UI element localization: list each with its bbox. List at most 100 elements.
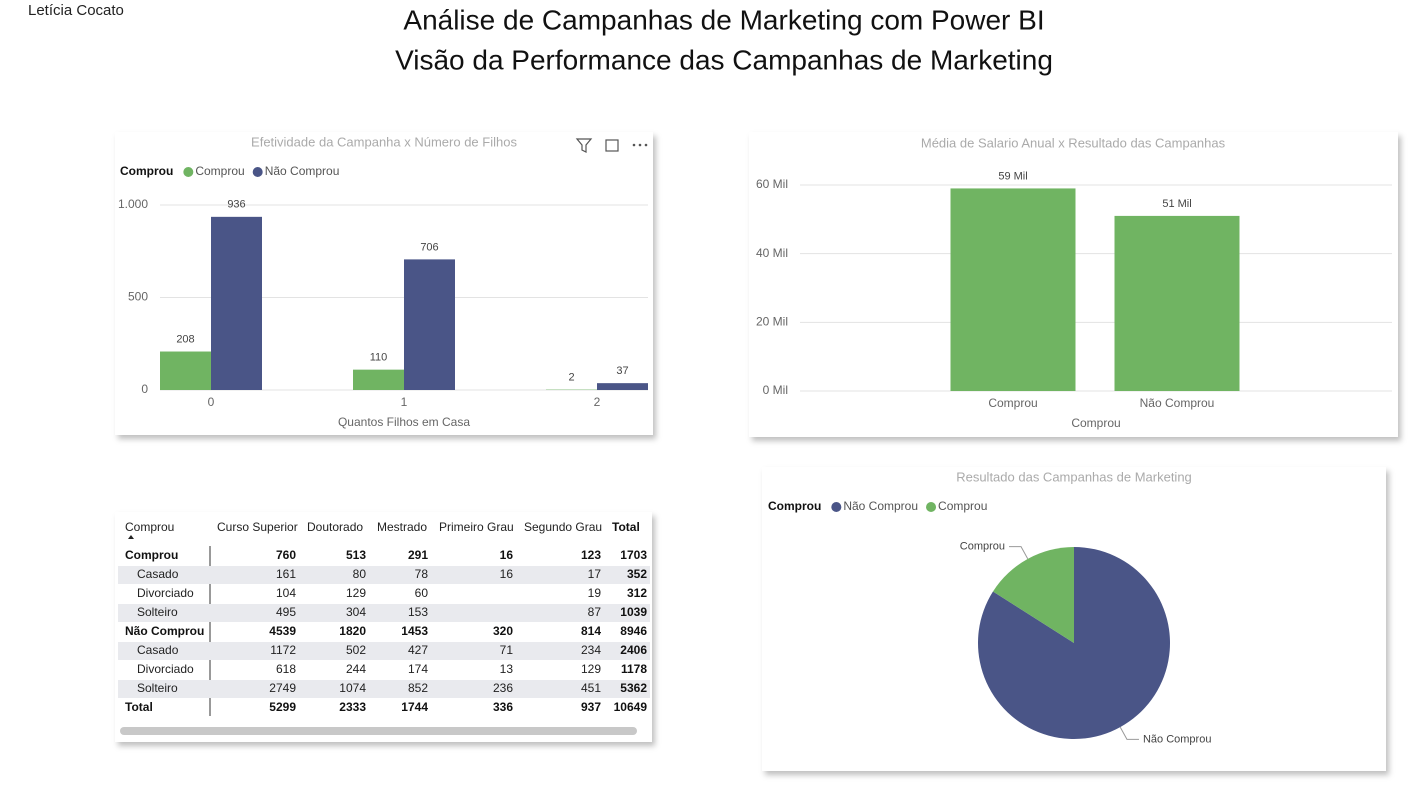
cell: 161 bbox=[276, 567, 296, 581]
cell: 451 bbox=[581, 681, 601, 695]
visual-icons[interactable] bbox=[575, 138, 648, 153]
bar bbox=[404, 259, 455, 390]
panel bbox=[115, 512, 652, 742]
legend-label: Comprou bbox=[195, 164, 244, 178]
bar bbox=[950, 188, 1076, 391]
bar bbox=[211, 216, 262, 390]
row-label: Divorciado bbox=[137, 662, 194, 676]
x-tick-label: Comprou bbox=[988, 396, 1037, 410]
cell: 71 bbox=[500, 643, 514, 657]
row-label: Solteiro bbox=[137, 681, 178, 695]
bar bbox=[353, 369, 404, 390]
cell: 1703 bbox=[620, 548, 647, 562]
legend-title: Comprou bbox=[120, 164, 173, 178]
chart-title: Efetividade da Campanha x Número de Filh… bbox=[251, 134, 517, 149]
legend-label: Não Comprou bbox=[843, 499, 918, 513]
x-axis-title: Quantos Filhos em Casa bbox=[338, 415, 470, 429]
cell: 19 bbox=[588, 586, 602, 600]
column-header: Primeiro Grau bbox=[439, 520, 514, 534]
cell: 1744 bbox=[401, 700, 428, 714]
cell: 495 bbox=[276, 605, 296, 619]
cell: 13 bbox=[500, 662, 514, 676]
cell: 1039 bbox=[620, 605, 647, 619]
sort-arrow[interactable] bbox=[128, 535, 134, 539]
data-label: 208 bbox=[176, 333, 194, 345]
filter-icon[interactable] bbox=[575, 138, 593, 153]
row-label: Casado bbox=[137, 567, 179, 581]
leader-line bbox=[1009, 546, 1029, 560]
bar bbox=[160, 351, 211, 390]
cell: 513 bbox=[346, 548, 366, 562]
cell: 2333 bbox=[339, 700, 366, 714]
legend-swatch bbox=[183, 167, 194, 177]
y-tick-label: 500 bbox=[128, 290, 148, 304]
legend-label: Não Comprou bbox=[265, 164, 340, 178]
row-band bbox=[118, 566, 650, 584]
cell: 10649 bbox=[614, 700, 648, 714]
column-header: Mestrado bbox=[377, 520, 427, 534]
x-tick-label: Não Comprou bbox=[1140, 396, 1215, 410]
cell: 618 bbox=[276, 662, 296, 676]
legend-swatch bbox=[926, 502, 937, 512]
cell: 1453 bbox=[401, 624, 428, 638]
y-tick-label: 0 Mil bbox=[763, 383, 788, 397]
row-label: Total bbox=[125, 700, 153, 714]
cell: 129 bbox=[346, 586, 366, 600]
row-label: Solteiro bbox=[137, 605, 178, 619]
title: Análise de Campanhas de Marketing com Po… bbox=[403, 4, 1044, 35]
cell: 87 bbox=[588, 605, 602, 619]
cell: 937 bbox=[581, 700, 601, 714]
bar bbox=[1114, 215, 1240, 391]
row-label: Divorciado bbox=[137, 586, 194, 600]
row-band bbox=[118, 604, 650, 622]
cell: 1820 bbox=[339, 624, 366, 638]
data-label: 59 Mil bbox=[998, 170, 1027, 182]
x-tick-label: 0 bbox=[208, 395, 215, 409]
cell: 16 bbox=[500, 548, 514, 562]
cell: 8946 bbox=[620, 624, 647, 638]
data-label: 936 bbox=[227, 199, 245, 211]
cell: 5362 bbox=[620, 681, 647, 695]
cell: 80 bbox=[353, 567, 367, 581]
cell: 352 bbox=[627, 567, 647, 581]
cell: 1074 bbox=[339, 681, 366, 695]
row-label: Comprou bbox=[125, 548, 178, 562]
chart-title: Média de Salario Anual x Resultado das C… bbox=[921, 135, 1226, 150]
more-icon[interactable] bbox=[632, 143, 648, 147]
subtitle: Visão da Performance das Campanhas de Ma… bbox=[395, 44, 1053, 75]
cell: 234 bbox=[581, 643, 601, 657]
y-tick-label: 0 bbox=[141, 382, 148, 396]
column-header: Curso Superior bbox=[217, 520, 298, 534]
cell: 4539 bbox=[269, 624, 296, 638]
data-label: 2 bbox=[568, 372, 574, 384]
cell: 129 bbox=[581, 662, 601, 676]
cell: 814 bbox=[581, 624, 601, 638]
legend-swatch bbox=[831, 502, 842, 512]
cell: 304 bbox=[346, 605, 366, 619]
legend-swatch bbox=[252, 167, 263, 177]
column-header: Comprou bbox=[125, 520, 174, 534]
cell: 153 bbox=[408, 605, 428, 619]
cell: 291 bbox=[408, 548, 428, 562]
x-axis-title: Comprou bbox=[1071, 416, 1120, 430]
leader-line bbox=[1119, 726, 1139, 740]
focus-icon[interactable] bbox=[605, 139, 619, 152]
row-label: Casado bbox=[137, 643, 179, 657]
y-tick-label: 40 Mil bbox=[756, 246, 788, 260]
cell: 123 bbox=[581, 548, 601, 562]
y-tick-label: 20 Mil bbox=[756, 315, 788, 329]
column-header: Total bbox=[612, 520, 640, 534]
cell: 236 bbox=[493, 681, 513, 695]
cell: 174 bbox=[408, 662, 428, 676]
cell: 336 bbox=[493, 700, 513, 714]
y-tick-label: 1.000 bbox=[118, 197, 148, 211]
cell: 16 bbox=[500, 567, 514, 581]
cell: 312 bbox=[627, 586, 647, 600]
column-header: Doutorado bbox=[307, 520, 363, 534]
data-label: 37 bbox=[616, 365, 628, 377]
cell: 2749 bbox=[269, 681, 296, 695]
pie-slice bbox=[992, 547, 1074, 643]
scrollbar[interactable] bbox=[120, 727, 637, 735]
row-band bbox=[118, 680, 650, 698]
